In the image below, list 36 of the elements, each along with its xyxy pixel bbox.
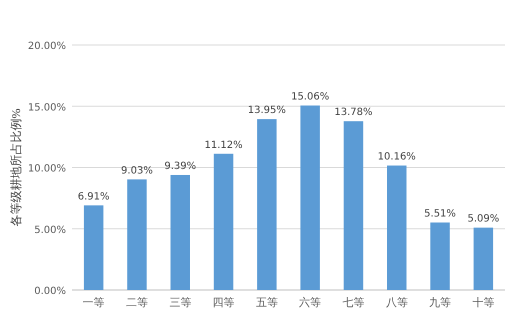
bar	[474, 228, 494, 290]
data-label: 10.16%	[378, 152, 416, 163]
bar	[344, 121, 364, 290]
bar	[84, 205, 104, 290]
data-label: 11.12%	[204, 140, 243, 151]
x-tick-label: 十等	[472, 296, 494, 309]
data-label: 13.78%	[334, 107, 373, 118]
x-tick-label: 三等	[169, 296, 192, 309]
x-tick-label: 七等	[342, 296, 364, 309]
bar	[387, 166, 406, 290]
data-label: 6.91%	[78, 191, 110, 202]
x-tick-label: 一等	[82, 296, 105, 309]
bar	[170, 174, 190, 290]
y-axis-title: 各等级耕地所占比例%	[9, 108, 23, 226]
y-tick-label: 20.00%	[28, 41, 66, 52]
y-tick-label: 15.00%	[28, 102, 66, 114]
x-tick-label: 二等	[126, 296, 148, 309]
x-tick-label: 五等	[256, 296, 278, 309]
data-label: 5.51%	[424, 208, 456, 220]
x-tick-label: 八等	[386, 296, 408, 309]
x-tick-label: 九等	[429, 296, 452, 309]
bar	[430, 222, 450, 290]
data-label: 5.09%	[467, 214, 500, 225]
x-tick-label: 六等	[299, 296, 322, 309]
bar	[257, 119, 277, 290]
y-tick-label: 0.00%	[34, 286, 66, 297]
bar	[214, 154, 234, 290]
y-tick-label: 5.00%	[34, 224, 66, 236]
data-label: 9.03%	[121, 165, 153, 176]
data-label: 15.06%	[291, 92, 330, 103]
y-tick-label: 10.00%	[28, 164, 66, 174]
bar	[300, 106, 320, 290]
x-tick-label: 四等	[212, 296, 235, 309]
data-label: 13.95%	[248, 105, 286, 116]
bar	[127, 179, 147, 290]
data-label: 9.39%	[164, 160, 196, 172]
